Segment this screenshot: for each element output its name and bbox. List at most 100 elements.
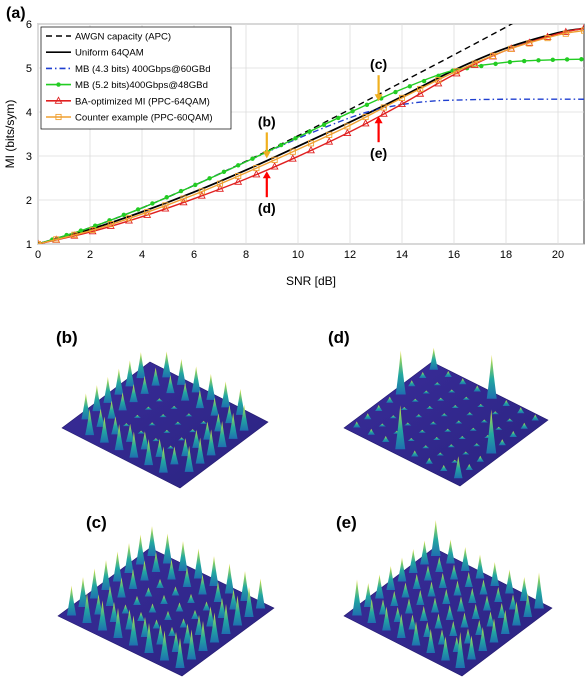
constellation-peak [453,456,463,479]
constellation-peak [489,618,499,643]
series-marker [435,77,442,84]
series-marker [361,119,370,127]
constellation-floor [343,361,549,487]
constellation-peak [198,621,208,651]
legend-entry: AWGN capacity (APC) [75,32,171,43]
annotations: (b) (d) (c) (e) [258,56,387,216]
series-line [38,58,584,244]
constellation-peak [400,407,408,410]
constellation-peak [111,416,120,435]
constellation-peak [198,574,207,595]
annotation-arrow-head [374,116,383,124]
constellation-peak [209,556,219,586]
series-marker [252,169,261,178]
constellation-peak [464,572,473,587]
constellation-peak [140,375,149,394]
constellation-peak [464,628,472,644]
series-marker [562,30,569,37]
series-marker [193,182,198,188]
series-marker [250,156,255,161]
constellation-peak [408,380,416,387]
constellation-peak [178,541,188,571]
series-marker [344,123,351,130]
constellation-peak [446,539,455,564]
series-marker [380,104,387,111]
constellation-peak [183,623,192,644]
constellation-peak [144,406,152,410]
series-marker [564,57,570,62]
constellation-peak [217,598,227,618]
constellation-peak [517,407,525,414]
constellation-peak [182,567,192,587]
constellation-peak [133,414,141,418]
series-marker [162,202,169,209]
series-marker [343,128,352,136]
constellation-peak [382,606,391,631]
constellation-peak [393,607,402,622]
series-marker [235,172,242,180]
series-marker [379,109,388,117]
series-marker [270,162,279,170]
constellation-peak [185,413,193,417]
constellation-peak [144,587,153,597]
series-marker [253,165,260,172]
series-marker [407,84,412,89]
series-line [38,29,584,244]
constellation-peak [352,579,362,616]
y-tick-label: 1 [26,239,32,251]
grid [37,23,584,245]
constellation-peak [444,371,452,377]
constellation-peak [235,388,245,415]
constellation-peak [424,565,432,581]
series-marker [307,140,315,147]
constellation-peak [469,427,477,431]
series-marker [53,236,60,243]
constellation-peak [209,612,220,643]
constellation-peak [405,598,413,614]
constellation-peak [408,614,417,630]
constellation-peak [353,421,361,428]
series-marker [471,60,478,67]
y-tick-label: 4 [26,107,32,119]
constellation-peak [114,424,124,451]
y-axis-label: MI (bits/sym) [3,100,17,169]
series-marker [271,156,278,163]
constellation-peak [97,600,108,631]
series-0 [38,24,514,244]
constellation-peak [155,398,163,402]
constellation-panel-e: (e) [336,513,553,677]
constellation-peak [459,378,467,385]
constellation-peak [158,446,168,473]
x-tick-label: 12 [344,249,356,261]
constellation-peak [159,414,167,418]
constellation-peak [490,562,500,586]
legend-entry: Counter example (PPC-60QAM) [75,113,213,124]
series-marker [326,131,333,138]
series-marker [180,195,187,202]
series-marker [507,59,513,65]
panel-label-a: (a) [6,5,26,22]
constellation-peak [171,632,181,652]
constellation-peak [92,385,102,412]
constellation-peak [206,429,216,456]
constellation-peak [502,400,510,406]
annotation-b [262,132,271,159]
x-tick-label: 8 [243,249,249,261]
constellation-peak [450,564,458,580]
constellation-peak [109,602,119,622]
legend-entry: Uniform 64QAM [75,48,144,59]
series-marker [550,57,555,63]
constellation-peak [401,582,410,598]
series-marker [71,231,78,238]
constellation-peak [473,443,481,447]
constellation-peak [445,605,454,620]
series-marker [197,191,206,199]
constellation-peak [375,405,383,411]
constellation-peak [126,423,135,442]
constellation-peak [129,431,139,458]
x-tick-label: 18 [500,249,512,261]
constellation-peak [175,602,184,612]
constellation-peak [192,429,201,448]
series-marker [307,129,312,134]
series-marker [543,32,552,40]
